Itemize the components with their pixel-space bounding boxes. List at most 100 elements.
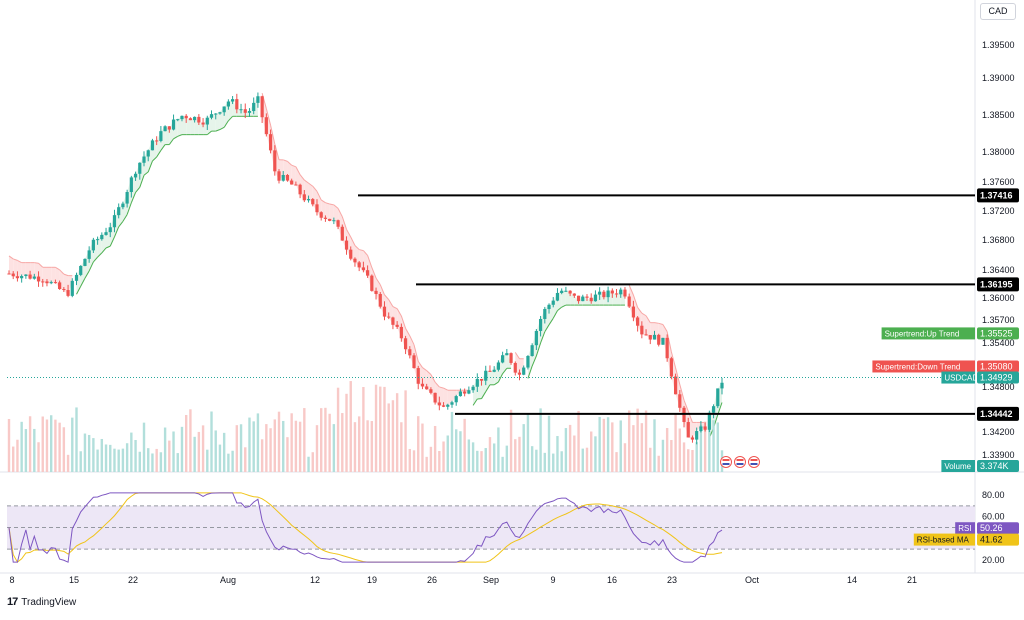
volume-bar [442, 441, 444, 472]
volume-bar [459, 431, 461, 472]
rsi-tick-label: 60.00 [982, 512, 1005, 522]
candle-body [695, 431, 698, 440]
candle-body [547, 305, 550, 309]
price-tick-label: 1.37600 [982, 177, 1015, 187]
time-tick-label: 14 [847, 575, 857, 585]
candle-body [438, 402, 441, 405]
candle-body [509, 353, 512, 363]
candle-body [332, 220, 335, 221]
volume-bar [451, 412, 453, 472]
candle-body [602, 292, 605, 297]
event-flag-stripe [751, 459, 758, 461]
candle-body [366, 270, 369, 275]
candle-body [598, 292, 601, 295]
volume-bar [577, 411, 579, 472]
volume-bar [674, 414, 676, 472]
candle-body [636, 317, 639, 325]
candle-body [493, 370, 496, 372]
indicator-value: 1.35525 [980, 328, 1013, 338]
candle-body [54, 282, 57, 283]
candle-body [720, 383, 723, 389]
tradingview-logo-icon: 17 [7, 596, 17, 608]
volume-bar [113, 449, 115, 472]
candle-body [290, 181, 293, 185]
volume-bar [354, 422, 356, 472]
volume-bar [269, 428, 271, 472]
rsi-series-name: RSI-based MA [917, 536, 970, 545]
volume-bar [510, 410, 512, 472]
candle-body [311, 199, 314, 204]
supertrend-fill [186, 118, 190, 134]
candle-body [446, 405, 449, 407]
candle-body [126, 192, 129, 204]
volume-bar [185, 415, 187, 472]
volume-bar [160, 452, 162, 472]
candle-body [623, 290, 626, 297]
candle-body [117, 207, 120, 215]
candle-body [670, 358, 673, 376]
volume-bar [636, 409, 638, 472]
candle-body [256, 96, 259, 103]
candle-body [206, 118, 209, 125]
candle-body [235, 99, 238, 109]
volume-bar [489, 437, 491, 472]
volume-bar [582, 449, 584, 472]
candle-body [391, 317, 394, 324]
candle-body [421, 384, 424, 387]
currency-selector[interactable]: CAD [980, 3, 1016, 20]
candle-body [239, 109, 242, 110]
candle-body [33, 277, 36, 279]
candle-body [218, 112, 221, 113]
candle-body [277, 171, 280, 180]
volume-bar [244, 447, 246, 472]
time-tick-label: 22 [128, 575, 138, 585]
time-tick-label: 8 [9, 575, 14, 585]
time-tick-label: 23 [667, 575, 677, 585]
volume-bar [345, 394, 347, 472]
volume-bar [455, 429, 457, 472]
volume-bar [96, 450, 98, 472]
candle-body [396, 325, 399, 327]
candle-body [644, 334, 647, 335]
volume-bar [248, 418, 250, 472]
candle-body [531, 345, 534, 356]
volume-bar [527, 413, 529, 472]
candle-body [463, 391, 466, 393]
candle-body [383, 307, 386, 317]
candle-body [699, 426, 702, 431]
candle-body [560, 291, 563, 293]
candle-body [497, 362, 500, 369]
candle-body [231, 99, 234, 101]
price-tick-label: 1.39000 [982, 73, 1015, 83]
volume-bar [350, 381, 352, 472]
event-flag [735, 457, 746, 468]
volume-bar [286, 437, 288, 472]
volume-bar [240, 424, 242, 472]
supertrend-fill [444, 388, 448, 407]
candle-body [303, 194, 306, 200]
volume-bar [472, 442, 474, 472]
tradingview-brand: 17 TradingView [7, 596, 76, 608]
time-tick-label: 9 [550, 575, 555, 585]
volume-bar [312, 452, 314, 472]
candle-body [197, 117, 200, 123]
rsi-series-value: 50.26 [980, 523, 1003, 533]
candle-body [704, 426, 707, 429]
volume-bar [409, 449, 411, 472]
volume-bar [594, 436, 596, 472]
supertrend-fill [330, 204, 334, 221]
volume-bar [506, 446, 508, 472]
candle-body [16, 276, 19, 278]
candle-body [417, 368, 420, 384]
volume-bar [552, 454, 554, 472]
candle-body [7, 274, 10, 275]
price-tick-label: 1.36800 [982, 235, 1015, 245]
volume-bar [12, 447, 14, 472]
volume-bar [164, 428, 166, 472]
candle-body [514, 363, 517, 373]
candle-body [678, 394, 681, 408]
candle-body [467, 390, 470, 393]
candle-body [501, 355, 504, 362]
